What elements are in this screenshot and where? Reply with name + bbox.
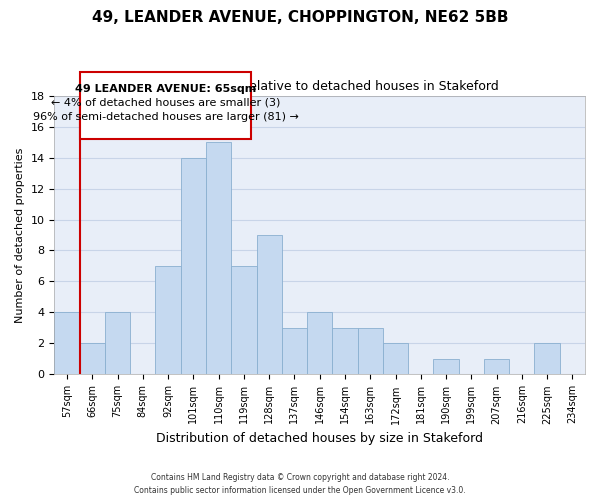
- Bar: [257, 235, 282, 374]
- Bar: [282, 328, 307, 374]
- Title: Size of property relative to detached houses in Stakeford: Size of property relative to detached ho…: [141, 80, 499, 93]
- Bar: [332, 328, 358, 374]
- Text: ← 4% of detached houses are smaller (3): ← 4% of detached houses are smaller (3): [51, 98, 281, 108]
- Text: 49, LEANDER AVENUE, CHOPPINGTON, NE62 5BB: 49, LEANDER AVENUE, CHOPPINGTON, NE62 5B…: [92, 10, 508, 25]
- Bar: [155, 266, 181, 374]
- Bar: [383, 344, 408, 374]
- Bar: [535, 344, 560, 374]
- Y-axis label: Number of detached properties: Number of detached properties: [15, 148, 25, 322]
- Text: 96% of semi-detached houses are larger (81) →: 96% of semi-detached houses are larger (…: [33, 112, 299, 122]
- FancyBboxPatch shape: [80, 72, 251, 139]
- Bar: [231, 266, 257, 374]
- Bar: [206, 142, 231, 374]
- Bar: [80, 344, 105, 374]
- Text: Contains HM Land Registry data © Crown copyright and database right 2024.
Contai: Contains HM Land Registry data © Crown c…: [134, 474, 466, 495]
- Bar: [358, 328, 383, 374]
- Bar: [105, 312, 130, 374]
- Bar: [307, 312, 332, 374]
- Text: 49 LEANDER AVENUE: 65sqm: 49 LEANDER AVENUE: 65sqm: [75, 84, 256, 94]
- Bar: [55, 312, 80, 374]
- Bar: [484, 359, 509, 374]
- Bar: [181, 158, 206, 374]
- X-axis label: Distribution of detached houses by size in Stakeford: Distribution of detached houses by size …: [156, 432, 483, 445]
- Bar: [433, 359, 458, 374]
